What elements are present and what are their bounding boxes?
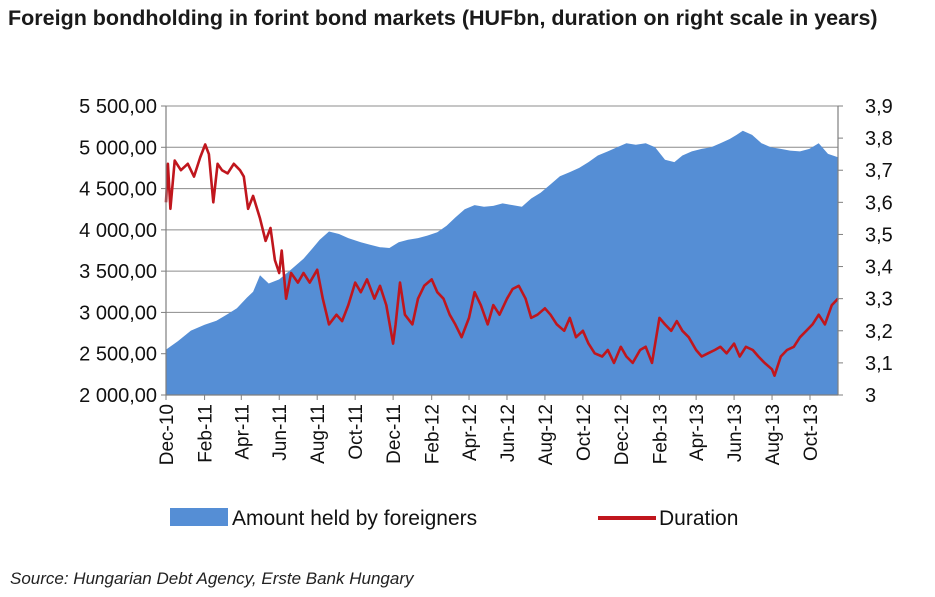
line-series-duration xyxy=(164,143,839,377)
x-tick-label: Apr-12 xyxy=(460,404,481,461)
x-tick-label: Dec-12 xyxy=(612,404,633,465)
line-duration xyxy=(164,143,839,377)
legend-swatch-foreigners xyxy=(170,508,228,526)
y-right-tick-label: 3,9 xyxy=(865,96,893,118)
x-tick-label: Aug-13 xyxy=(763,404,784,465)
area-series-foreigners xyxy=(166,130,838,396)
y-right-tick-label: 3,3 xyxy=(865,289,893,311)
y-left-tick-label: 2 000,00 xyxy=(79,385,157,407)
x-tick-label: Dec-10 xyxy=(157,404,178,465)
legend-label-foreigners: Amount held by foreigners xyxy=(232,507,477,530)
x-tick-label: Apr-11 xyxy=(232,404,253,460)
y-right-tick-label: 3,1 xyxy=(865,353,893,375)
y-left-ticks: 2 000,00 2 500,00 3 000,00 3 500,00 4 000,00… xyxy=(79,96,166,407)
y-left-tick-label: 2 500,00 xyxy=(79,344,157,366)
y-left-tick-label: 3 000,00 xyxy=(79,302,157,324)
x-tick-label: Apr-13 xyxy=(687,404,708,461)
x-tick-label: Dec-11 xyxy=(384,404,405,464)
y-right-tick-label: 3,5 xyxy=(865,224,893,246)
y-right-ticks: 3 3,1 3,2 3,3 3,4 3,5 3,6 3,7 3,8 3,9 xyxy=(838,96,893,407)
y-right-tick-label: 3,6 xyxy=(865,192,893,214)
y-left-tick-label: 4 500,00 xyxy=(79,179,157,201)
x-tick-label: Aug-11 xyxy=(308,404,329,464)
x-tick-label: Oct-11 xyxy=(346,404,367,460)
legend: Amount held by foreigners Duration xyxy=(170,507,738,530)
area-foreigners xyxy=(166,130,838,396)
y-right-tick-label: 3,4 xyxy=(865,257,893,279)
plot-frame xyxy=(165,106,839,396)
y-right-tick-label: 3,2 xyxy=(865,321,893,343)
x-tick-label: Jun-11 xyxy=(270,404,291,461)
x-tick-label: Oct-12 xyxy=(574,404,595,461)
y-left-tick-label: 3 500,00 xyxy=(79,261,157,283)
chart-title: Foreign bondholding in forint bond marke… xyxy=(8,6,878,30)
x-tick-label: Oct-13 xyxy=(801,404,822,461)
x-ticks: Dec-10 Feb-11 Apr-11 Jun-11 Aug-11 Oct-11 Dec-… xyxy=(157,395,822,465)
y-right-tick-label: 3 xyxy=(865,385,876,407)
legend-label-duration: Duration xyxy=(659,507,738,530)
x-tick-label: Feb-12 xyxy=(423,404,444,464)
x-tick-label: Jun-13 xyxy=(725,404,746,462)
x-tick-label: Jun-12 xyxy=(498,404,519,462)
x-tick-label: Feb-13 xyxy=(650,404,671,464)
x-tick-label: Feb-11 xyxy=(196,404,217,463)
y-left-tick-label: 5 500,00 xyxy=(79,96,157,118)
y-left-tick-label: 4 000,00 xyxy=(79,220,157,242)
y-right-tick-label: 3,8 xyxy=(865,128,893,150)
y-left-tick-label: 5 000,00 xyxy=(79,137,157,159)
y-right-tick-label: 3,7 xyxy=(865,160,893,182)
x-tick-label: Aug-12 xyxy=(536,404,557,465)
source-note: Source: Hungarian Debt Agency, Erste Ban… xyxy=(10,569,414,588)
